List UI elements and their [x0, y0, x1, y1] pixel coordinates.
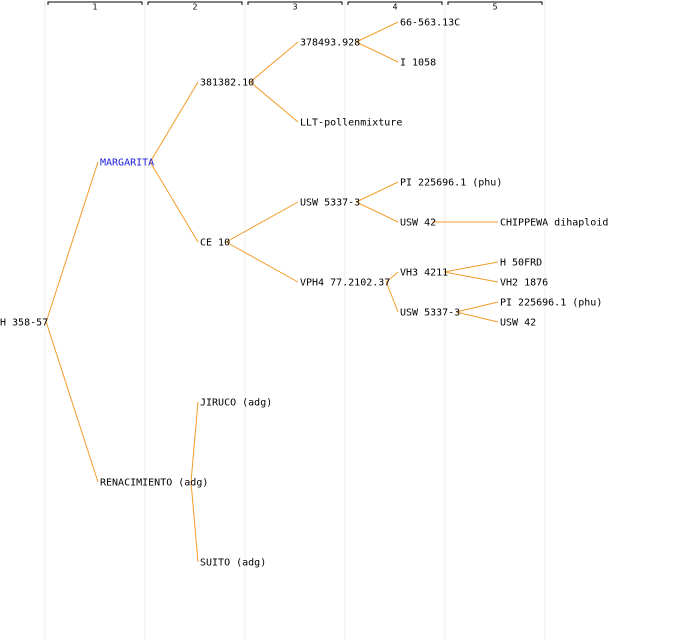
node-label-n16[interactable]: USW 5337-3 — [400, 308, 460, 319]
pedigree-edge — [249, 41, 299, 83]
generation-bracket — [47, 1, 143, 5]
node-label-n5[interactable]: JIRUCO (adg) — [200, 398, 272, 409]
node-label-n21[interactable]: USW 42 — [500, 318, 536, 329]
pedigree-edge — [249, 81, 299, 123]
node-label-n6[interactable]: SUITO (adg) — [200, 558, 266, 569]
node-label-n4[interactable]: CE 10 — [200, 238, 230, 249]
pedigree-edge — [385, 271, 399, 283]
pedigree-edge — [456, 311, 499, 323]
node-label-n13[interactable]: PI 225696.1 (phu) — [400, 178, 502, 189]
node-label-n15[interactable]: VH3 4211 — [400, 268, 448, 279]
pedigree-edge — [45, 321, 99, 483]
generation-bracket — [347, 1, 443, 5]
generation-number: 3 — [292, 3, 297, 12]
pedigree-edge — [45, 161, 99, 323]
node-label-n10[interactable]: VPH4 77.2102.37 — [300, 278, 390, 289]
pedigree-edge — [190, 481, 199, 563]
node-label-n2[interactable]: RENACIMIENTO (adg) — [100, 478, 208, 489]
pedigree-edge — [355, 41, 399, 63]
pedigree-edge — [355, 201, 399, 223]
node-label-n7[interactable]: 378493.928 — [300, 38, 360, 49]
node-label-n9[interactable]: USW 5337-3 — [300, 198, 360, 209]
pedigree-edge — [149, 81, 199, 163]
generation-number: 1 — [92, 3, 97, 12]
generation-bracket — [247, 1, 343, 5]
pedigree-edge — [190, 401, 199, 483]
node-label-n11[interactable]: 66-563.13C — [400, 18, 460, 29]
generation-number: 2 — [192, 3, 197, 12]
pedigree-edge — [225, 241, 299, 283]
node-label-n8[interactable]: LLT-pollenmixture — [300, 118, 402, 129]
node-label-n20[interactable]: PI 225696.1 (phu) — [500, 298, 602, 309]
pedigree-edge — [355, 181, 399, 203]
generation-bracket — [147, 1, 243, 5]
node-label-n14[interactable]: USW 42 — [400, 218, 436, 229]
node-label-n12[interactable]: I 1058 — [400, 58, 436, 69]
pedigree-edge — [225, 201, 299, 243]
generation-bracket — [447, 1, 543, 5]
node-label-n3[interactable]: 381382.10 — [200, 78, 254, 89]
pedigree-edge — [444, 261, 499, 273]
generation-number: 5 — [492, 3, 497, 12]
pedigree-edge — [444, 271, 499, 283]
node-label-n19[interactable]: VH2 1876 — [500, 278, 548, 289]
node-label-n18[interactable]: H 50FRD — [500, 258, 542, 269]
pedigree-edge — [385, 281, 399, 313]
pedigree-edge — [149, 161, 199, 243]
pedigree-edge — [355, 21, 399, 43]
node-label-n17[interactable]: CHIPPEWA dihaploid — [500, 218, 608, 229]
node-label-n0[interactable]: H 358-57 — [0, 318, 48, 329]
generation-number: 4 — [392, 3, 397, 12]
pedigree-edge — [456, 301, 499, 313]
node-label-n1[interactable]: MARGARITA — [100, 158, 154, 169]
